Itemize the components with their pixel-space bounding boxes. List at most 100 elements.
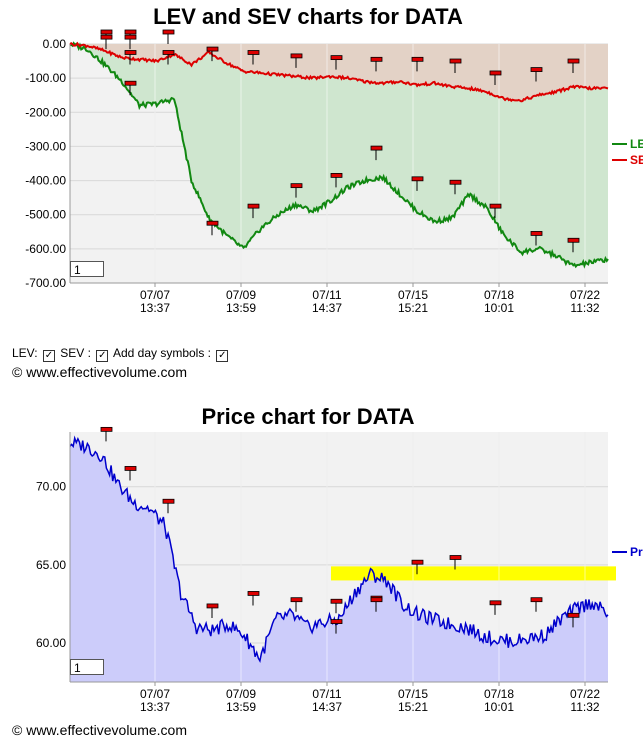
y-tick-label: 60.00 [36,636,66,650]
day-symbols-checkbox[interactable]: ✓ [216,350,229,362]
day-marker-flag [124,466,137,471]
lev-chart-title: LEV and SEV charts for DATA [153,4,463,29]
day-marker-flag [330,619,343,624]
series-fill-sev [70,43,608,102]
sev-checkbox[interactable]: ✓ [96,350,109,362]
day-marker-flag [124,34,137,40]
copyright-bottom: © www.effectivevolume.com [12,722,188,738]
series-line-price [69,435,609,664]
day-marker-flag [530,67,543,72]
lev-sev-chart: 0.00 -100.00 -200.00 -300.00 -400.00 -500.00 -… [25,29,643,315]
day-marker-flag [489,203,502,209]
day-marker-flag [567,58,580,64]
x-tick-time: 15:21 [398,700,428,714]
y-tick-label: 70.00 [36,480,66,494]
day-marker-flag [290,183,303,189]
day-marker-flag [530,597,543,603]
day-marker-flag [162,50,175,55]
y-tick-label: -500.00 [25,208,66,222]
day-marker-flag [370,56,383,62]
sev-toggle-label: SEV : [60,346,91,360]
day-marker-flag [489,70,502,76]
x-tick-date: 07/22 [570,288,600,302]
legend-label-sev: SE [630,153,643,167]
day-marker-flag [124,50,137,55]
day-marker-flag [370,145,383,151]
day-marker-flag [206,220,219,226]
day-marker-flag [370,597,383,603]
price-chart-title: Price chart for DATA [201,404,415,429]
x-tick-date: 07/11 [312,687,341,701]
lev-checkbox[interactable]: ✓ [42,350,55,362]
day-marker-flag [567,612,580,618]
x-tick-date: 07/07 [140,687,170,701]
day-marker-flag [247,203,260,209]
price-zoom-input[interactable]: 1 [70,659,104,675]
series-line-sev [69,41,609,103]
x-tick-time: 11:32 [570,301,599,315]
y-tick-label: -700.00 [25,276,66,290]
x-tick-date: 07/07 [140,288,170,302]
y-tick-label: -200.00 [25,105,66,119]
x-tick-date: 07/15 [398,687,428,701]
x-tick-date: 07/09 [226,288,256,302]
day-marker-flag [290,597,303,603]
lev-zoom-input[interactable]: 1 [70,261,104,277]
x-tick-time: 10:01 [484,700,514,714]
day-marker-flag [100,34,113,40]
day-marker-flag [124,80,137,86]
x-tick-time: 13:37 [140,700,170,714]
y-tick-label: -100.00 [25,71,66,85]
highlight-band [331,566,616,581]
day-marker-flag [100,29,113,35]
day-marker-flag [330,55,343,61]
y-tick-label: -600.00 [25,242,66,256]
x-tick-date: 07/11 [312,288,341,302]
y-tick-label: 65.00 [36,558,66,572]
day-marker-flag [330,598,343,604]
day-marker-flag [162,29,175,35]
series-fill-lev [70,43,608,267]
day-marker-flag [162,498,175,504]
x-tick-time: 14:37 [312,301,342,315]
legend-label-price: Pr [630,545,643,559]
x-tick-time: 10:01 [484,301,514,315]
x-tick-time: 15:21 [398,301,428,315]
copyright-top: © www.effectivevolume.com [12,364,188,380]
x-tick-date: 07/09 [226,687,256,701]
chart-controls: LEV: ✓ SEV : ✓ Add day symbols : ✓ [12,346,230,362]
day-marker-flag [330,172,343,178]
day-marker-flag [449,58,462,64]
day-marker-flag [411,176,424,182]
day-marker-flag [247,50,260,55]
x-tick-date: 07/18 [484,687,514,701]
day-marker-flag [449,555,462,560]
series-line-lev [69,41,609,269]
day-marker-flag [489,600,502,606]
day-marker-flag [449,179,462,185]
x-tick-time: 14:37 [312,700,342,714]
day-marker-flag [290,53,303,59]
x-tick-time: 13:59 [226,700,256,714]
day-marker-flag [411,56,424,62]
lev-toggle-label: LEV: [12,346,38,360]
day-marker-flag [411,559,424,565]
day-marker-flag [206,603,219,609]
day-marker-flag [100,426,113,432]
x-tick-time: 11:32 [570,700,599,714]
y-tick-label: 0.00 [43,37,67,51]
x-tick-date: 07/18 [484,288,514,302]
day-marker-flag [247,591,260,596]
day-marker-flag [206,46,219,52]
day-marker-flag [124,29,137,35]
x-tick-time: 13:37 [140,301,170,315]
series-fill-price [70,438,608,682]
day-symbols-label: Add day symbols : [112,346,212,360]
day-marker-flag [567,237,580,243]
x-tick-date: 07/15 [398,288,428,302]
x-tick-date: 07/22 [570,687,600,701]
y-tick-label: -300.00 [25,139,66,153]
x-tick-time: 13:59 [226,301,256,315]
day-marker-flag [530,231,543,236]
